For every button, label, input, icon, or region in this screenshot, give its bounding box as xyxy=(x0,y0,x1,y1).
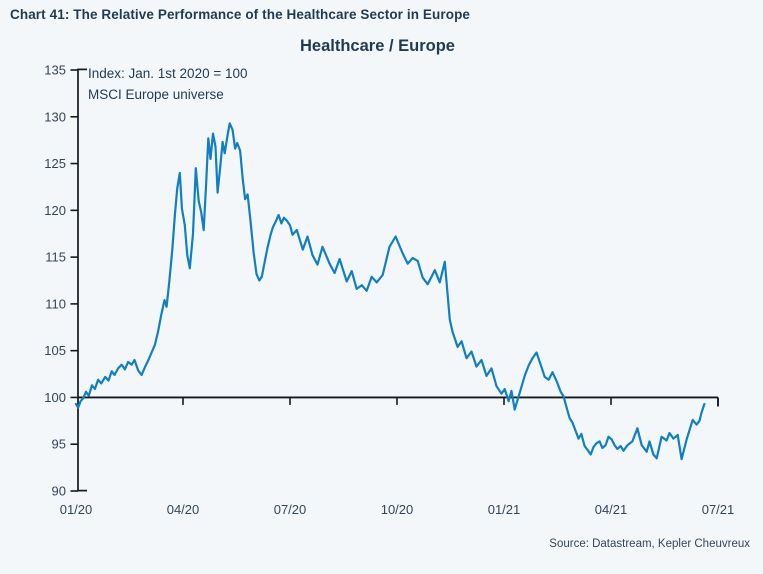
y-tick-label-120: 120 xyxy=(44,203,66,218)
x-tick-label-01-21: 01/21 xyxy=(488,502,521,517)
x-tick-label-01-20: 01/20 xyxy=(60,502,93,517)
y-tick-label-130: 130 xyxy=(44,109,66,124)
y-tick-label-115: 115 xyxy=(45,250,66,265)
annotation-index-base: Index: Jan. 1st 2020 = 100 xyxy=(88,66,248,81)
x-tick-label-10-20: 10/20 xyxy=(381,502,414,517)
y-tick-label-90: 90 xyxy=(52,484,66,499)
x-tick-label-04-20: 04/20 xyxy=(167,502,200,517)
y-tick-label-135: 135 xyxy=(44,63,66,78)
x-tick-label-07-21: 07/21 xyxy=(702,502,735,517)
source-note: Source: Datastream, Kepler Cheuvreux xyxy=(549,538,750,550)
y-tick-label-105: 105 xyxy=(44,343,66,358)
y-tick-label-110: 110 xyxy=(45,296,66,311)
page-title: Chart 41: The Relative Performance of th… xyxy=(10,7,471,22)
chart-annotation: Index: Jan. 1st 2020 = 100 MSCI Europe u… xyxy=(88,63,248,105)
series-line-healthcare-europe xyxy=(74,122,706,461)
y-tick-label-95: 95 xyxy=(52,437,66,452)
chart-title: Healthcare / Europe xyxy=(300,37,455,55)
x-tick-label-04-21: 04/21 xyxy=(595,502,628,517)
annotation-universe: MSCI Europe universe xyxy=(88,87,224,102)
x-tick-label-07-20: 07/20 xyxy=(274,502,307,517)
y-tick-label-125: 125 xyxy=(44,156,66,171)
y-tick-label-100: 100 xyxy=(44,390,66,405)
